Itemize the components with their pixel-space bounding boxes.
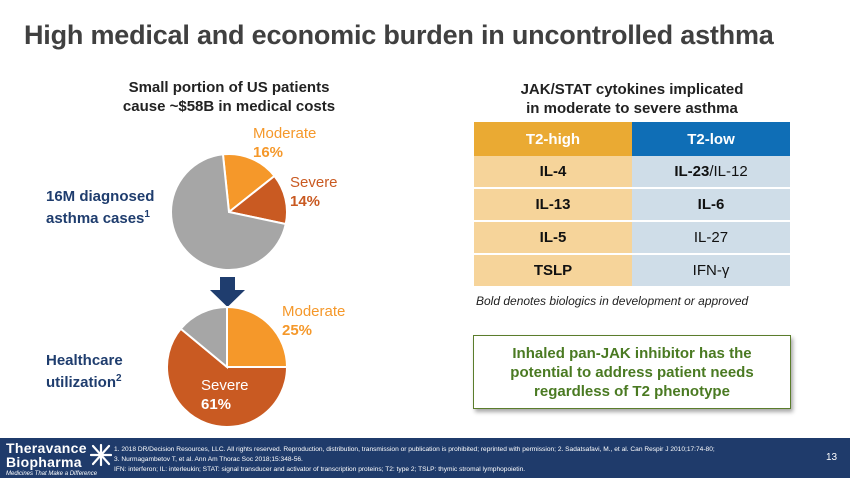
pie-bottom-label-line1: Healthcare <box>46 352 123 369</box>
right-heading-line2: in moderate to severe asthma <box>526 100 738 117</box>
reference-line: 1. 2018 DR/Decision Resources, LLC. All … <box>114 446 715 453</box>
callout-line2: potential to address patient needs <box>510 363 754 381</box>
cytokine-table: T2-high T2-low IL-4 IL-23/IL-12 IL-13 IL… <box>474 122 790 288</box>
slice-pct: 25% <box>282 322 313 339</box>
regular-part: IFN-γ <box>692 262 730 279</box>
pie-top <box>170 153 288 271</box>
pie-bottom-label-line2: utilization <box>46 374 116 391</box>
logo-line2: Biopharma <box>6 454 82 470</box>
table-row: TSLP IFN-γ <box>474 254 790 288</box>
pie-top-label-line2: asthma cases <box>46 210 145 227</box>
callout-line3: regardless of T2 phenotype <box>534 382 730 400</box>
slice-name: Moderate <box>282 303 346 320</box>
t2-high-cell: IL-4 <box>474 156 632 189</box>
abbreviations-line: IFN: interferon; IL: interleukin; STAT: … <box>114 466 526 473</box>
logo-star-icon <box>89 443 112 467</box>
pie-charts <box>166 153 289 428</box>
pie-top-label-line1: 16M diagnosed <box>46 188 155 205</box>
pie-slice-other <box>170 153 287 271</box>
t2-low-cell: IL-6 <box>632 188 790 222</box>
pie-slice-moderate <box>221 153 276 214</box>
t2-low-cell: IL-23/IL-12 <box>632 156 790 189</box>
t2-high-cell: IL-5 <box>474 221 632 255</box>
pie-top-severe-label: Severe 14% <box>290 173 338 211</box>
slide-title: High medical and economic burden in unco… <box>24 20 774 50</box>
slice-name: Moderate <box>253 125 317 142</box>
table-header-row: T2-high T2-low <box>474 122 790 156</box>
table-note: Bold denotes biologics in development or… <box>476 294 749 308</box>
page-number: 13 <box>826 452 838 463</box>
pie-bottom <box>166 305 289 428</box>
bold-part: IL-6 <box>697 196 725 213</box>
pie-bottom-label: Healthcare utilization2 <box>46 352 123 392</box>
slice-pct: 16% <box>253 144 284 161</box>
pie-slice-moderate <box>226 305 289 368</box>
pie-bottom-severe-label: Severe 61% <box>201 376 249 414</box>
bold-part: IL-23 <box>674 163 710 180</box>
logo-tagline: Medicines That Make a Difference <box>6 471 98 477</box>
pie-bottom-moderate-label: Moderate 25% <box>282 302 345 340</box>
slice-name: Severe <box>290 174 338 191</box>
pie-slice-other <box>179 305 228 370</box>
left-heading: Small portion of US patients cause ~$58B… <box>104 78 354 116</box>
left-heading-line2: cause ~$58B in medical costs <box>122 98 336 115</box>
down-arrow-icon <box>210 277 245 307</box>
slice-pct: 61% <box>201 396 232 413</box>
regular-part: IL-27 <box>693 229 729 246</box>
table-row: IL-13 IL-6 <box>474 188 790 222</box>
references: 1. 2018 DR/Decision Resources, LLC. All … <box>114 445 715 475</box>
slice-name: Severe <box>201 377 249 394</box>
footnote-ref: 2 <box>116 373 122 384</box>
reference-line: 3. Nurmagambetov T, et al. Ann Am Thorac… <box>114 456 303 463</box>
t2-high-cell: IL-13 <box>474 188 632 222</box>
footer-bar <box>0 438 850 478</box>
t2-low-cell: IFN-γ <box>632 254 790 288</box>
pie-slice-severe <box>166 327 289 428</box>
header-t2-low: T2-low <box>632 122 790 156</box>
logo-line1: Theravance <box>6 440 87 456</box>
callout-line1: Inhaled pan-JAK inhibitor has the <box>512 344 752 362</box>
company-logo: Theravance Biopharma Medicines That Make… <box>6 441 112 479</box>
t2-low-cell: IL-27 <box>632 221 790 255</box>
t2-high-cell: TSLP <box>474 254 632 288</box>
footnote-ref: 1 <box>144 209 150 220</box>
table-row: IL-5 IL-27 <box>474 221 790 255</box>
right-heading: JAK/STAT cytokines implicated in moderat… <box>474 80 790 118</box>
callout-box: Inhaled pan-JAK inhibitor has the potent… <box>473 335 791 409</box>
left-heading-line1: Small portion of US patients <box>128 79 330 96</box>
table-row: IL-4 IL-23/IL-12 <box>474 156 790 189</box>
pie-top-label: 16M diagnosed asthma cases1 <box>46 188 154 228</box>
pie-top-moderate-label: Moderate 16% <box>253 124 316 162</box>
right-heading-line1: JAK/STAT cytokines implicated <box>520 81 744 98</box>
slice-pct: 14% <box>290 193 321 210</box>
header-t2-high: T2-high <box>474 122 632 156</box>
regular-part: /IL-12 <box>709 163 748 180</box>
